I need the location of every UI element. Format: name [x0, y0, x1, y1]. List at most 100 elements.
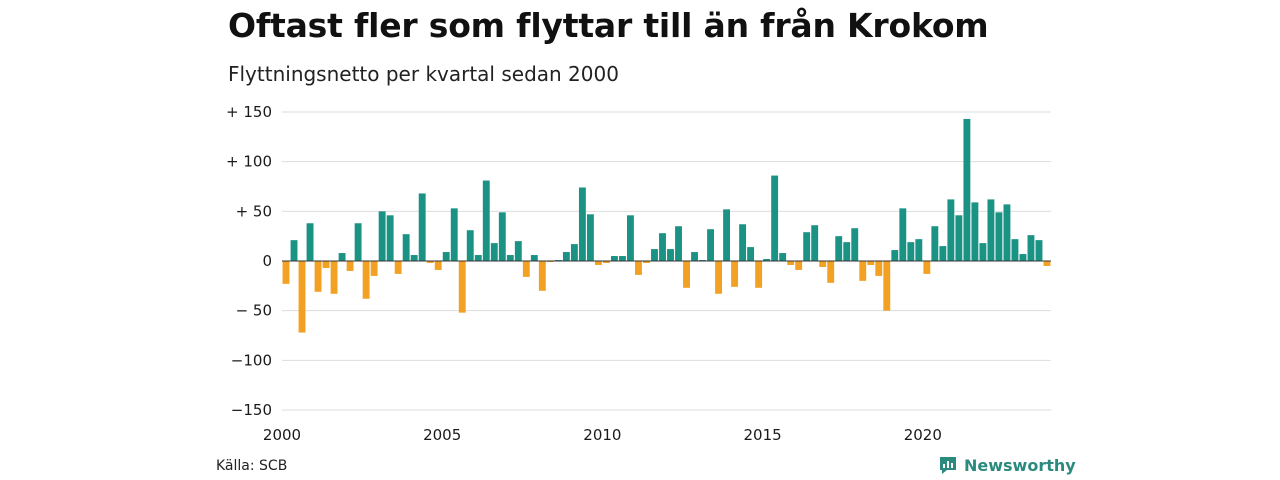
- y-tick-label: + 100: [226, 153, 272, 171]
- bar: [891, 250, 899, 261]
- bar: [875, 261, 883, 276]
- source-note: Källa: SCB: [216, 458, 288, 474]
- y-tick-label: + 150: [226, 103, 272, 121]
- bar: [883, 261, 891, 311]
- bar: [482, 180, 490, 261]
- bar: [803, 232, 811, 261]
- bar: [466, 230, 474, 261]
- bar: [610, 256, 618, 261]
- bar: [635, 261, 642, 275]
- axes: + 150 + 100 + 50 0 − 50 −100 −150 2000 2005 2010 2…: [226, 103, 1051, 444]
- bar: [835, 236, 843, 261]
- bar: [915, 239, 923, 261]
- bar: [1035, 240, 1043, 261]
- bar: [643, 261, 650, 263]
- bar: [386, 215, 394, 261]
- bar: [306, 223, 314, 261]
- chart-title: Oftast fler som flyttar till än från Kro…: [228, 6, 989, 45]
- bar: [1003, 204, 1011, 261]
- bar: [747, 247, 755, 261]
- bar: [739, 224, 747, 261]
- bar: [586, 214, 594, 261]
- bar: [394, 261, 402, 274]
- bar: [530, 255, 538, 261]
- bar: [298, 261, 306, 333]
- bar: [330, 261, 338, 294]
- y-tick-label: −150: [231, 401, 272, 419]
- x-tick-label: 2010: [583, 426, 621, 444]
- bar: [458, 261, 466, 313]
- x-tick-label: 2015: [744, 426, 782, 444]
- bar: [378, 211, 386, 261]
- bar: [506, 255, 514, 261]
- bar: [675, 226, 682, 261]
- bars: [282, 118, 1051, 333]
- bar: [370, 261, 378, 276]
- bar: [867, 261, 875, 265]
- newsworthy-logo-icon: [940, 457, 956, 474]
- bar: [498, 212, 506, 261]
- bar: [795, 261, 803, 270]
- y-tick-label: + 50: [236, 202, 272, 220]
- bar: [763, 259, 771, 261]
- bar: [594, 261, 602, 265]
- brand-name: Newsworthy: [964, 455, 1076, 475]
- bar: [522, 261, 530, 277]
- bar: [619, 256, 626, 261]
- bar: [442, 252, 450, 261]
- bar: [474, 255, 482, 261]
- y-tick-label: 0: [262, 252, 272, 270]
- bar: [723, 209, 731, 261]
- bar: [971, 202, 979, 261]
- bar: [667, 249, 674, 261]
- bar: [354, 223, 362, 261]
- bar: [963, 118, 971, 261]
- bar: [907, 242, 915, 261]
- bar: [322, 261, 330, 268]
- bar: [707, 229, 714, 261]
- gridlines: [282, 111, 1051, 411]
- bar: [899, 208, 907, 261]
- bar: [434, 261, 442, 270]
- bar: [955, 215, 963, 261]
- bar: [426, 261, 434, 263]
- bar: [338, 253, 346, 261]
- bar: [602, 261, 610, 263]
- bar: [827, 261, 835, 283]
- bar: [314, 261, 322, 292]
- bar: [410, 255, 418, 261]
- bar: [931, 226, 939, 261]
- bar: [562, 252, 570, 261]
- bar: [1011, 239, 1019, 261]
- x-tick-label: 2020: [904, 426, 942, 444]
- y-tick-label: − 50: [236, 302, 272, 320]
- bar: [514, 241, 522, 261]
- bar: [819, 261, 827, 267]
- bar: [1019, 254, 1027, 261]
- bar: [939, 246, 947, 261]
- bar: [843, 242, 851, 261]
- bar: [947, 199, 955, 261]
- y-tick-label: −100: [231, 351, 272, 369]
- bar: [715, 261, 723, 294]
- bar: [346, 261, 354, 271]
- bar: [811, 225, 819, 261]
- bar: [787, 261, 795, 265]
- bar: [987, 199, 995, 261]
- bar: [362, 261, 370, 299]
- bar: [450, 208, 458, 261]
- bar: [691, 252, 698, 261]
- bar: [651, 249, 658, 261]
- bar: [578, 187, 586, 261]
- bar: [1043, 261, 1051, 266]
- bar: [923, 261, 931, 274]
- bar: [570, 244, 578, 261]
- bar: [771, 175, 779, 261]
- brand-logo: Newsworthy: [938, 455, 1076, 475]
- bar: [282, 261, 290, 284]
- x-tick-label: 2000: [263, 426, 301, 444]
- bar: [418, 193, 426, 261]
- bar: [683, 261, 690, 288]
- bar: [779, 253, 787, 261]
